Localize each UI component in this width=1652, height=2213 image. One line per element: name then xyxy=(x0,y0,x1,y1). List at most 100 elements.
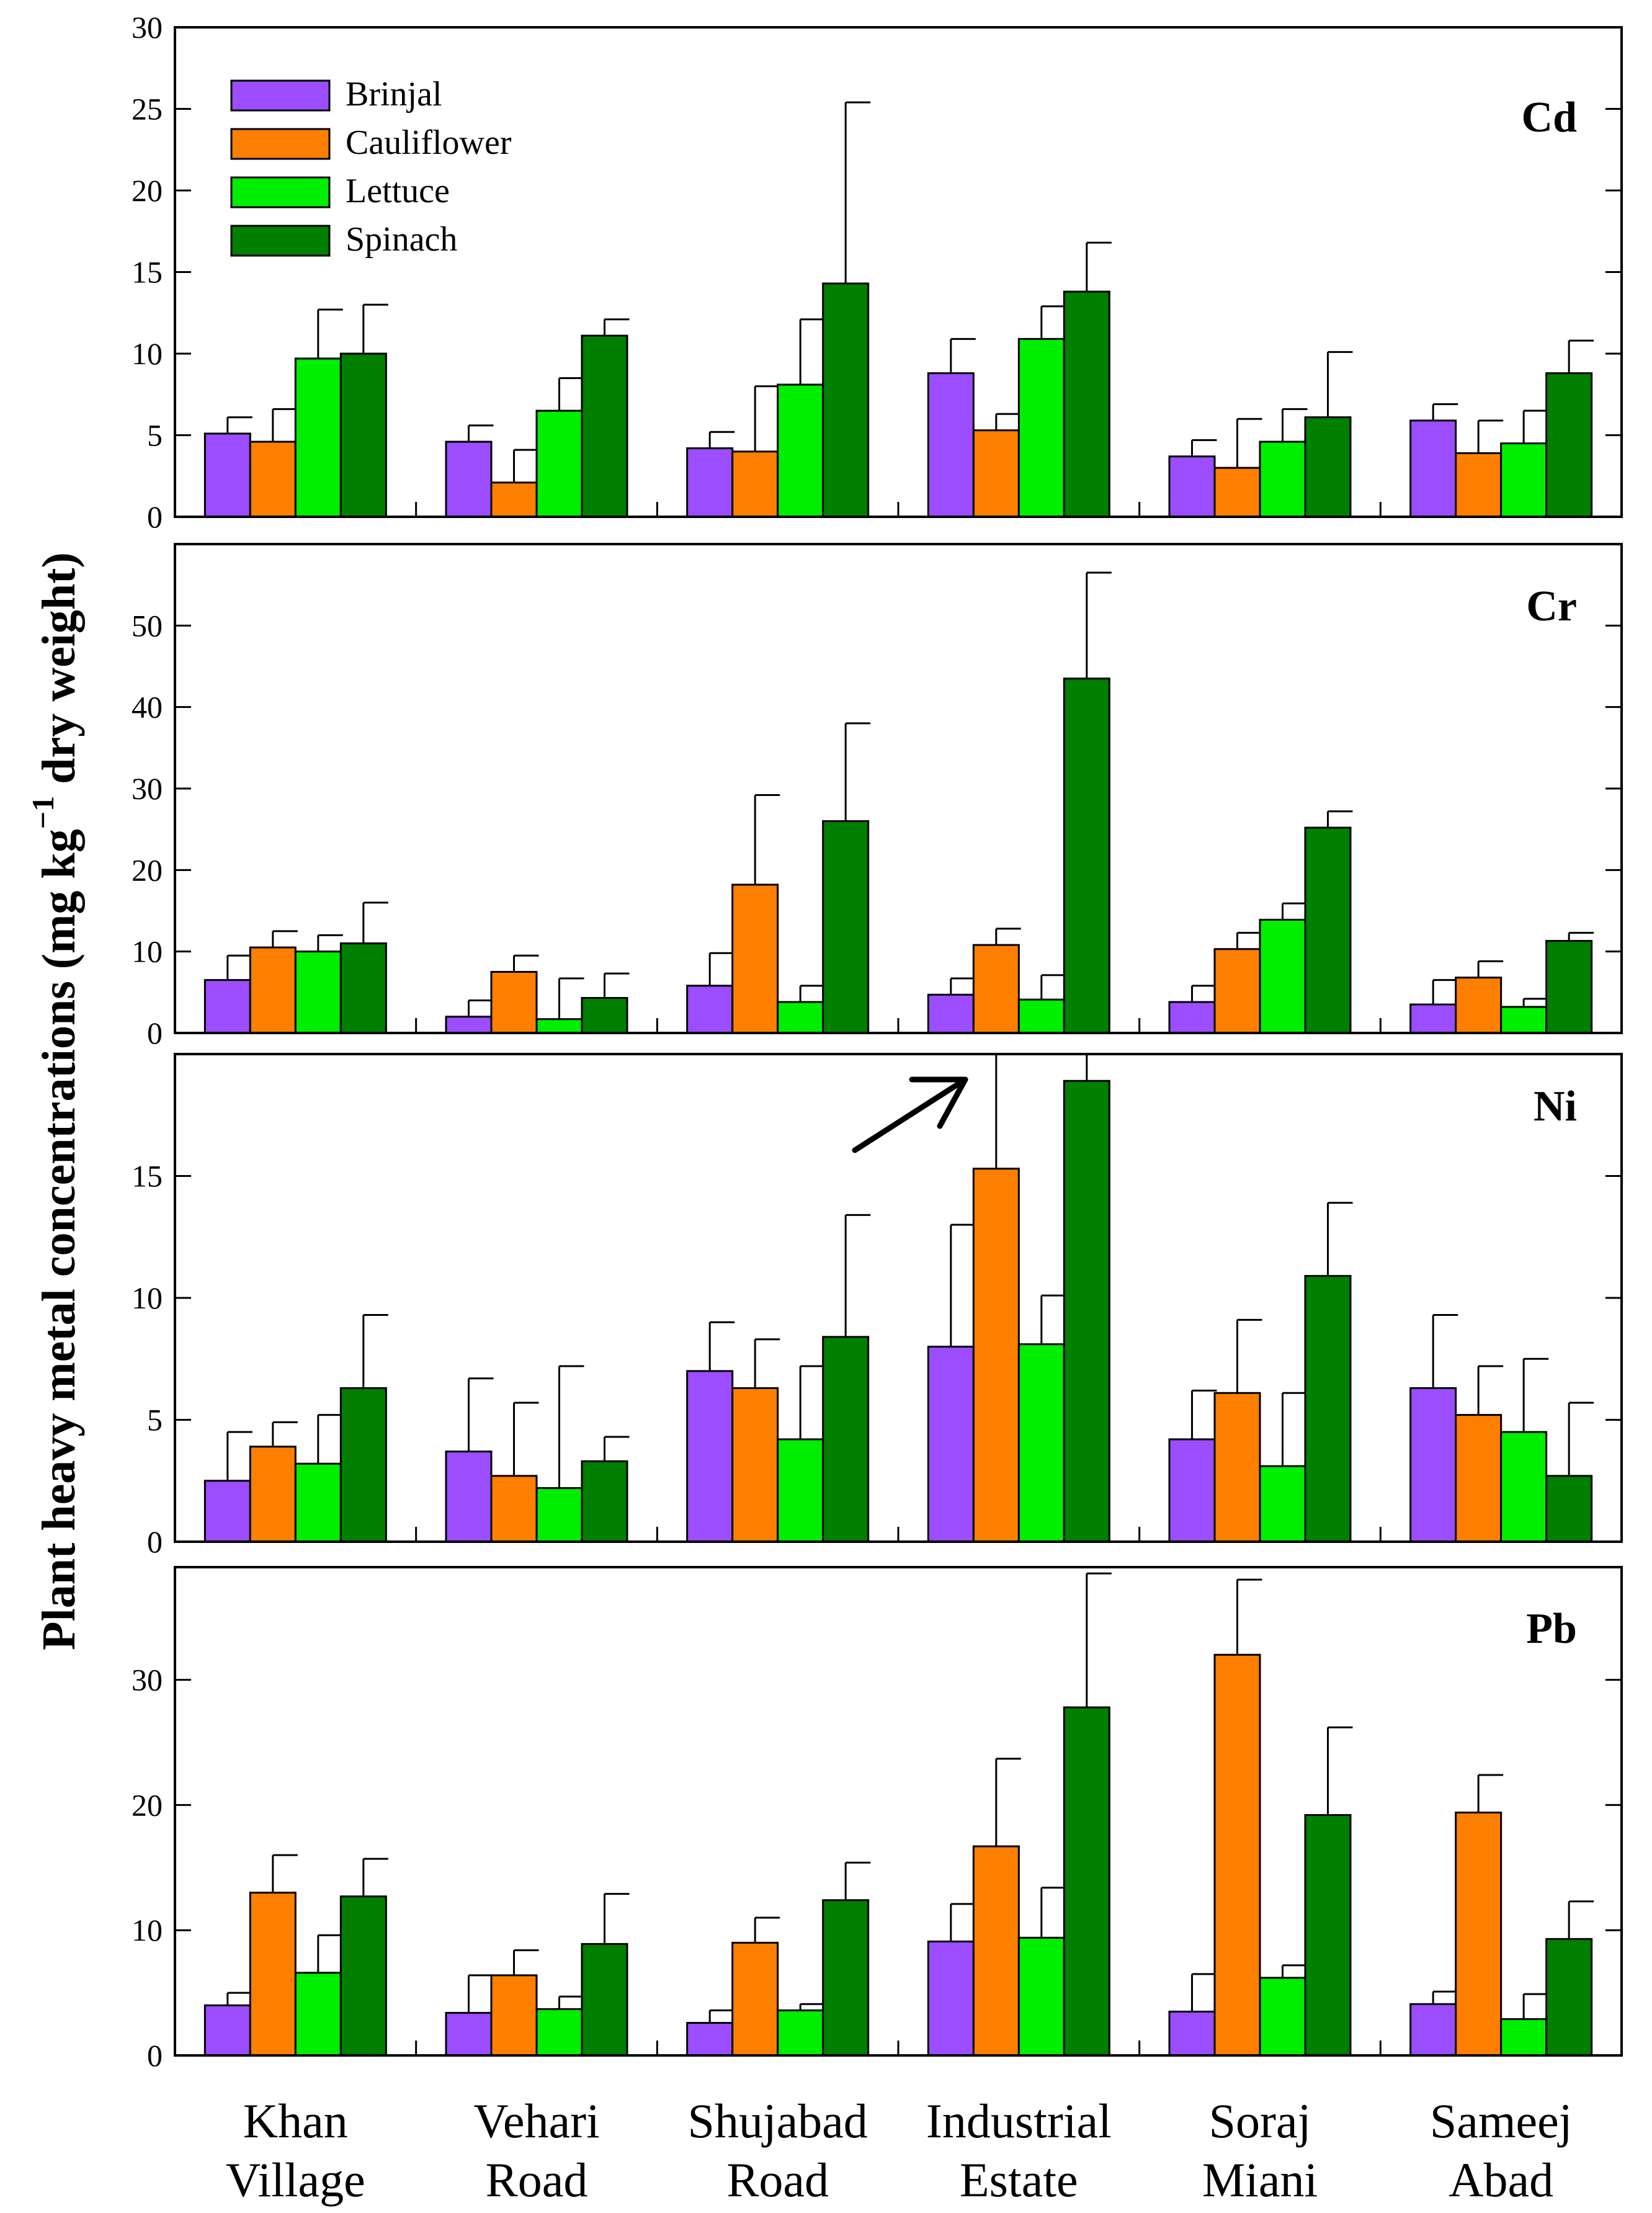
bar-cauliflower xyxy=(731,1941,779,2055)
legend-swatch xyxy=(230,128,331,160)
y-tick-label: 5 xyxy=(147,1403,163,1437)
bar-cauliflower xyxy=(249,1892,297,2055)
bar-lettuce xyxy=(1017,1936,1065,2055)
bar-lettuce xyxy=(294,1972,342,2055)
bar-spinach xyxy=(1304,1814,1352,2055)
bar-spinach xyxy=(581,1943,628,2055)
panel-label: Pb xyxy=(1526,1605,1577,1653)
bar-brinjal xyxy=(686,447,734,517)
category-label: Sameej xyxy=(1430,2094,1573,2148)
bar-spinach xyxy=(1545,372,1593,517)
bar-lettuce xyxy=(1500,2018,1548,2055)
panel-label: Cd xyxy=(1522,94,1578,141)
y-tick-label: 40 xyxy=(132,690,163,725)
legend-label: Spinach xyxy=(346,220,457,259)
bar-cauliflower xyxy=(1213,1653,1261,2055)
bar-lettuce xyxy=(777,2009,824,2055)
bar-spinach xyxy=(581,997,628,1033)
bar-cauliflower xyxy=(972,1845,1020,2055)
category-label: Khan xyxy=(243,2094,348,2148)
annotation-layer xyxy=(852,1076,968,1153)
y-tick-label: 10 xyxy=(132,336,163,371)
legend: Brinjal Cauliflower Lettuce Spinach xyxy=(230,75,512,259)
bar-spinach xyxy=(339,942,387,1033)
bar-brinjal xyxy=(445,440,493,517)
y-tick-label: 0 xyxy=(147,1016,163,1050)
y-tick-label: 25 xyxy=(132,92,163,127)
bar-brinjal xyxy=(686,2022,734,2055)
panel-frame xyxy=(174,1053,1623,1543)
bar-lettuce xyxy=(1259,1977,1306,2055)
bar-brinjal xyxy=(203,979,251,1033)
bar-lettuce xyxy=(535,1018,583,1033)
bar-spinach xyxy=(1063,677,1110,1033)
bar-spinach xyxy=(1063,290,1110,517)
bar-lettuce xyxy=(777,383,824,517)
bar-cauliflower xyxy=(972,429,1020,517)
bar-brinjal xyxy=(1168,1001,1216,1033)
bar-brinjal xyxy=(203,2004,251,2055)
bar-cauliflower xyxy=(1455,977,1502,1033)
y-tick-label: 50 xyxy=(132,608,163,643)
bar-brinjal xyxy=(927,372,975,517)
bar-spinach xyxy=(822,282,870,517)
y-axis-label-tail: dry weight) xyxy=(33,552,85,796)
bar-spinach xyxy=(1545,1475,1593,1542)
bar-spinach xyxy=(581,334,628,517)
category-label: Miani xyxy=(1202,2153,1318,2207)
bar-lettuce xyxy=(1500,1006,1548,1033)
bars-cr xyxy=(203,571,1594,1033)
category-label: Estate xyxy=(960,2153,1078,2207)
bar-brinjal xyxy=(686,985,734,1033)
bar-cauliflower xyxy=(249,1446,297,1542)
bar-spinach xyxy=(339,1895,387,2055)
category-label: Industrial xyxy=(926,2094,1112,2148)
bar-spinach xyxy=(1304,826,1352,1033)
bar-cauliflower xyxy=(972,1168,1020,1542)
bar-cauliflower xyxy=(1213,467,1261,517)
y-tick-label: 20 xyxy=(132,173,163,208)
y-tick-label: 0 xyxy=(147,1524,163,1559)
bar-lettuce xyxy=(777,1438,824,1542)
bar-spinach xyxy=(1063,1706,1110,2055)
bar-spinach xyxy=(581,1460,628,1542)
category-label: Shujabad xyxy=(688,2094,868,2148)
category-labels: KhanVillageVehariRoadShujabadRoadIndustr… xyxy=(226,2094,1573,2207)
bar-cauliflower xyxy=(490,481,538,517)
y-axis-label: Plant heavy metal concentrations (mg kg−… xyxy=(25,552,85,1650)
bar-lettuce xyxy=(1500,1431,1548,1542)
bar-brinjal xyxy=(927,1346,975,1542)
legend-label: Lettuce xyxy=(346,172,450,210)
y-tick-label: 30 xyxy=(132,771,163,806)
bar-spinach xyxy=(339,352,387,517)
legend-swatch xyxy=(230,79,331,112)
bar-brinjal xyxy=(927,1940,975,2055)
panel-pb: 0 10 20 30 Pb xyxy=(132,1566,1623,2073)
bar-lettuce xyxy=(294,950,342,1033)
category-label: Abad xyxy=(1449,2153,1553,2207)
bar-lettuce xyxy=(294,1462,342,1542)
y-tick-label: 30 xyxy=(132,10,163,45)
panel-cd: 0 5 10 15 20 25 30 Cd xyxy=(132,10,1623,534)
bar-spinach xyxy=(1545,940,1593,1033)
panel-frame xyxy=(174,1566,1623,2057)
bar-spinach xyxy=(339,1387,387,1542)
bar-cauliflower xyxy=(249,946,297,1033)
bar-cauliflower xyxy=(490,971,538,1033)
bar-lettuce xyxy=(1259,918,1306,1033)
bar-brinjal xyxy=(445,1451,493,1542)
bar-cauliflower xyxy=(731,1387,779,1542)
category-label: Village xyxy=(226,2153,365,2207)
category-label: Road xyxy=(726,2153,829,2207)
y-tick-label: 5 xyxy=(147,418,163,453)
category-label: Soraj xyxy=(1209,2094,1311,2148)
bar-spinach xyxy=(1304,1275,1352,1542)
bar-brinjal xyxy=(445,2011,493,2055)
bar-lettuce xyxy=(1017,998,1065,1033)
legend-label: Brinjal xyxy=(346,75,442,114)
y-tick-label: 20 xyxy=(132,1787,163,1822)
bar-cauliflower xyxy=(249,440,297,517)
annotation-arrow xyxy=(852,1076,968,1153)
bar-brinjal xyxy=(686,1370,734,1542)
